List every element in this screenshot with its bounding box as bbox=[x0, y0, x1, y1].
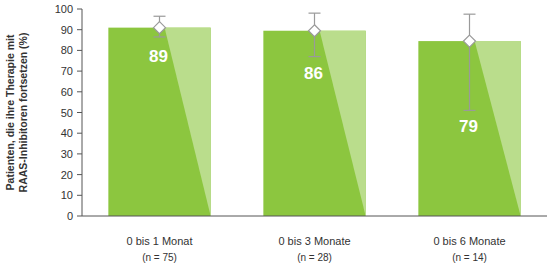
bar-highlight bbox=[320, 31, 366, 216]
x-axis bbox=[82, 216, 547, 217]
y-axis-label: RAAS-Inhibitoren fortsetzen (%) bbox=[17, 33, 29, 193]
sample-size: (n = 14) bbox=[452, 252, 487, 263]
y-tick-label: 60 bbox=[61, 86, 73, 98]
y-tick bbox=[77, 216, 82, 217]
bar bbox=[263, 31, 365, 216]
y-tick-label: 100 bbox=[55, 3, 73, 15]
bar-annotation: 79 bbox=[459, 117, 478, 136]
y-tick-label: 20 bbox=[61, 169, 73, 181]
y-tick bbox=[77, 29, 82, 30]
y-tick bbox=[77, 153, 82, 154]
error-bar bbox=[464, 14, 476, 110]
chart-container: 89 86 79 0 bis 1 Monat (n = 75) 0 bis 3 Monat… bbox=[0, 0, 550, 266]
y-tick-label: 10 bbox=[61, 189, 73, 201]
sample-size: (n = 75) bbox=[142, 252, 177, 263]
error-line bbox=[469, 14, 470, 110]
sample-size: (n = 28) bbox=[297, 252, 332, 263]
bar-group bbox=[263, 31, 365, 216]
y-tick bbox=[77, 112, 82, 113]
x-tick-label: 0 bis 3 Monate bbox=[278, 235, 350, 247]
bar-highlight bbox=[475, 41, 521, 216]
error-cap bbox=[464, 14, 476, 15]
error-cap bbox=[154, 16, 166, 17]
y-tick bbox=[77, 9, 82, 10]
error-bar bbox=[309, 13, 321, 56]
y-tick bbox=[77, 91, 82, 92]
y-tick-label: 50 bbox=[61, 107, 73, 119]
y-tick-label: 0 bbox=[67, 210, 73, 222]
estimate-marker bbox=[464, 35, 476, 47]
y-axis-label: Patienten, die ihre Therapie mit bbox=[4, 34, 16, 190]
plot-area bbox=[108, 13, 520, 216]
bar-annotation: 89 bbox=[149, 47, 168, 66]
y-tick bbox=[77, 71, 82, 72]
y-tick-label: 40 bbox=[61, 127, 73, 139]
y-tick bbox=[77, 133, 82, 134]
error-cap bbox=[154, 36, 166, 37]
y-tick bbox=[77, 195, 82, 196]
y-tick bbox=[77, 50, 82, 51]
x-tick-label: 0 bis 6 Monate bbox=[433, 235, 505, 247]
error-cap bbox=[309, 56, 321, 57]
bar-group bbox=[108, 28, 210, 216]
error-bar bbox=[154, 16, 166, 37]
bar-highlight bbox=[165, 28, 211, 216]
estimate-marker bbox=[154, 22, 166, 34]
estimate-marker bbox=[309, 25, 321, 37]
labels: 89 86 79 bbox=[149, 47, 478, 137]
error-cap bbox=[309, 13, 321, 14]
chart-svg: 89 86 79 0 bis 1 Monat (n = 75) 0 bis 3 Monat… bbox=[0, 0, 550, 266]
y-tick-label: 90 bbox=[61, 24, 73, 36]
y-tick bbox=[77, 174, 82, 175]
bar-annotation: 86 bbox=[304, 64, 323, 83]
bar bbox=[108, 28, 210, 216]
error-cap bbox=[464, 110, 476, 111]
y-tick-label: 80 bbox=[61, 44, 73, 56]
y-tick-label: 30 bbox=[61, 148, 73, 160]
x-tick-label: 0 bis 1 Monat bbox=[126, 235, 192, 247]
y-tick-label: 70 bbox=[61, 65, 73, 77]
